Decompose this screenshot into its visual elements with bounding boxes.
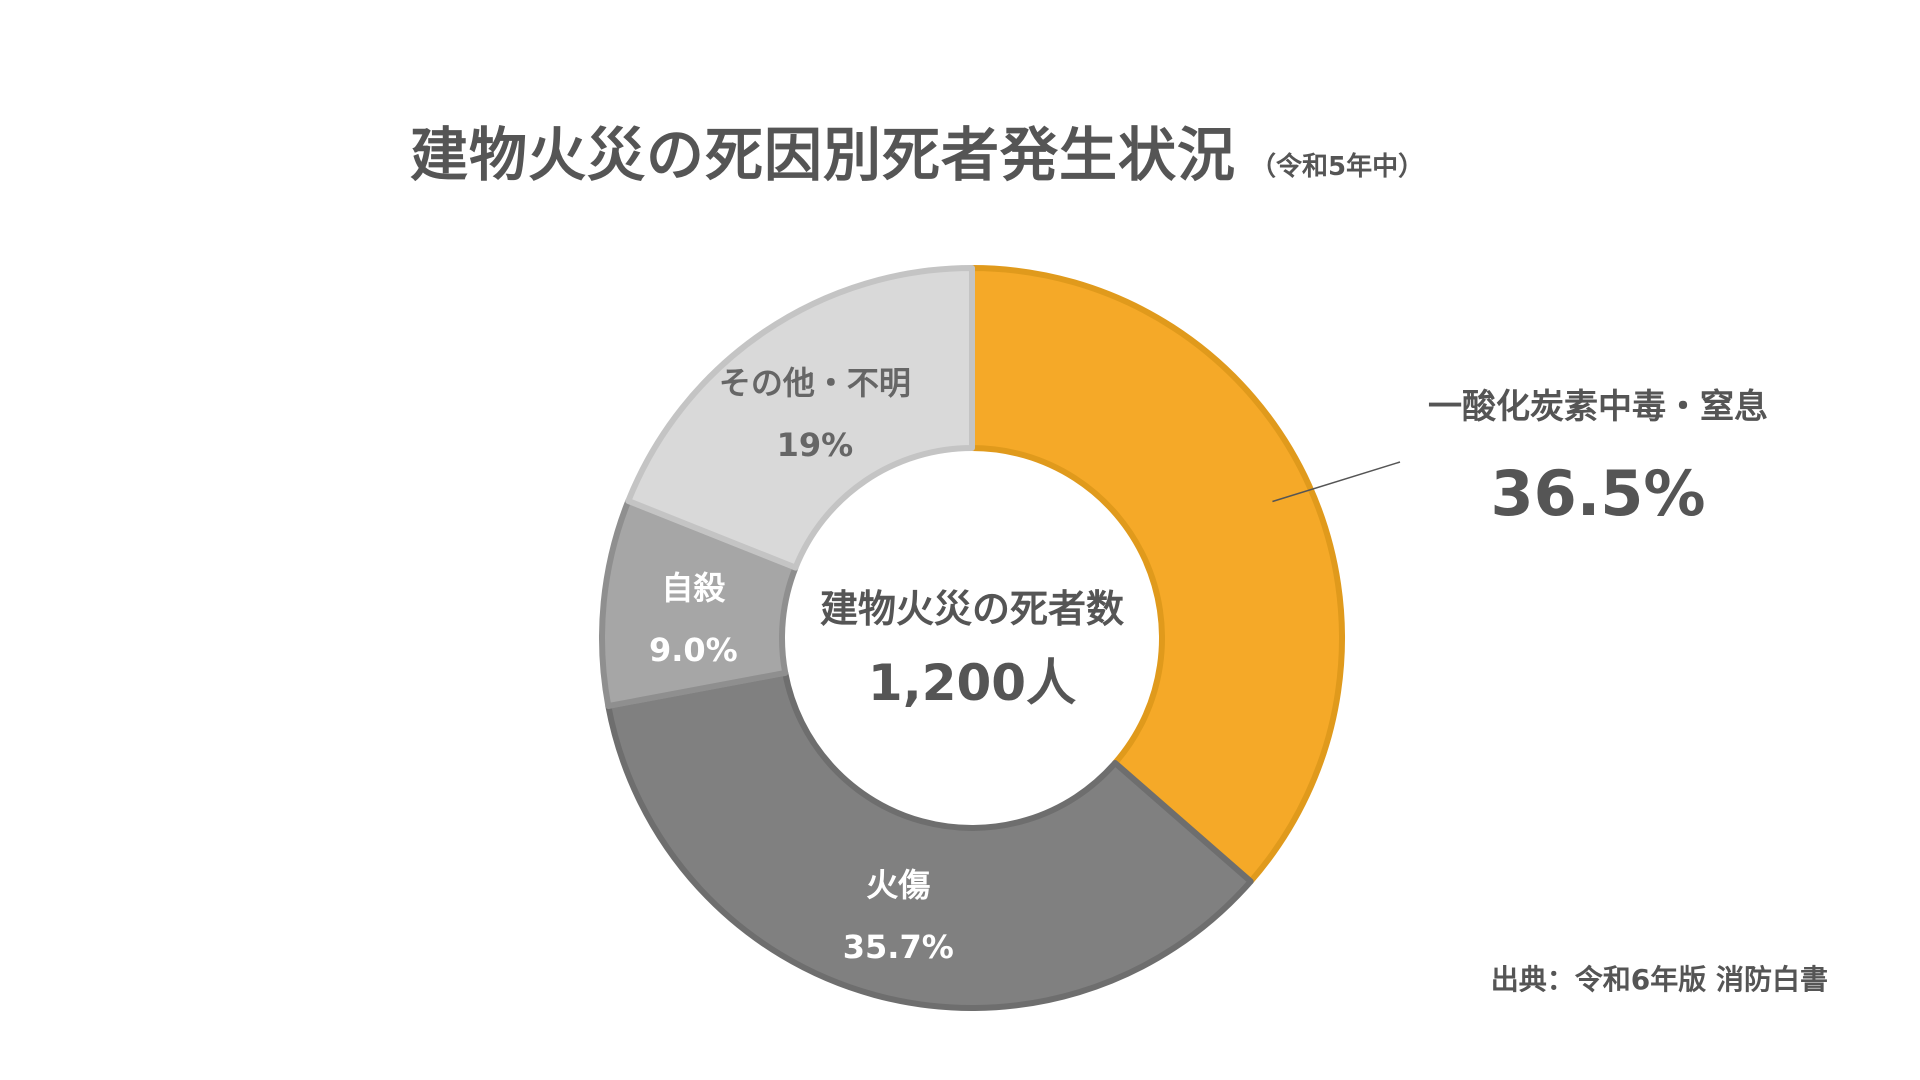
slice-label: その他・不明 [719, 364, 911, 402]
slice-value-label: 35.7% [843, 928, 954, 966]
slice-value-label: 9.0% [649, 631, 738, 669]
slice-label: 自殺 [661, 569, 726, 607]
donut-slice [605, 669, 1254, 1011]
donut-slices [599, 265, 1345, 1011]
leader-line [1272, 461, 1401, 503]
slice-labels: 一酸化炭素中毒・窒息 36.5% 火傷 35.7% 自殺 9.0% その他・不明 19% [649, 364, 1768, 966]
chart-title-group: 建物火災の死因別死者発生状況 （令和5年中） [410, 108, 1424, 192]
chart-title: 建物火災の死因別死者発生状況 [410, 121, 1237, 189]
chart-subtitle: （令和5年中） [1250, 152, 1425, 182]
center-label: 建物火災の死者数 [820, 587, 1124, 631]
slice-value-label: 19% [777, 426, 854, 464]
slice-label: 一酸化炭素中毒・窒息 [1428, 387, 1768, 427]
donut-slice [625, 265, 975, 571]
center-value: 1,200人 [868, 654, 1076, 712]
slice-value-label: 36.5% [1490, 457, 1705, 530]
source-note: 出典：令和6年版 消防白書 [1490, 963, 1828, 996]
slice-label: 火傷 [866, 866, 930, 904]
donut-slice [969, 265, 1345, 885]
